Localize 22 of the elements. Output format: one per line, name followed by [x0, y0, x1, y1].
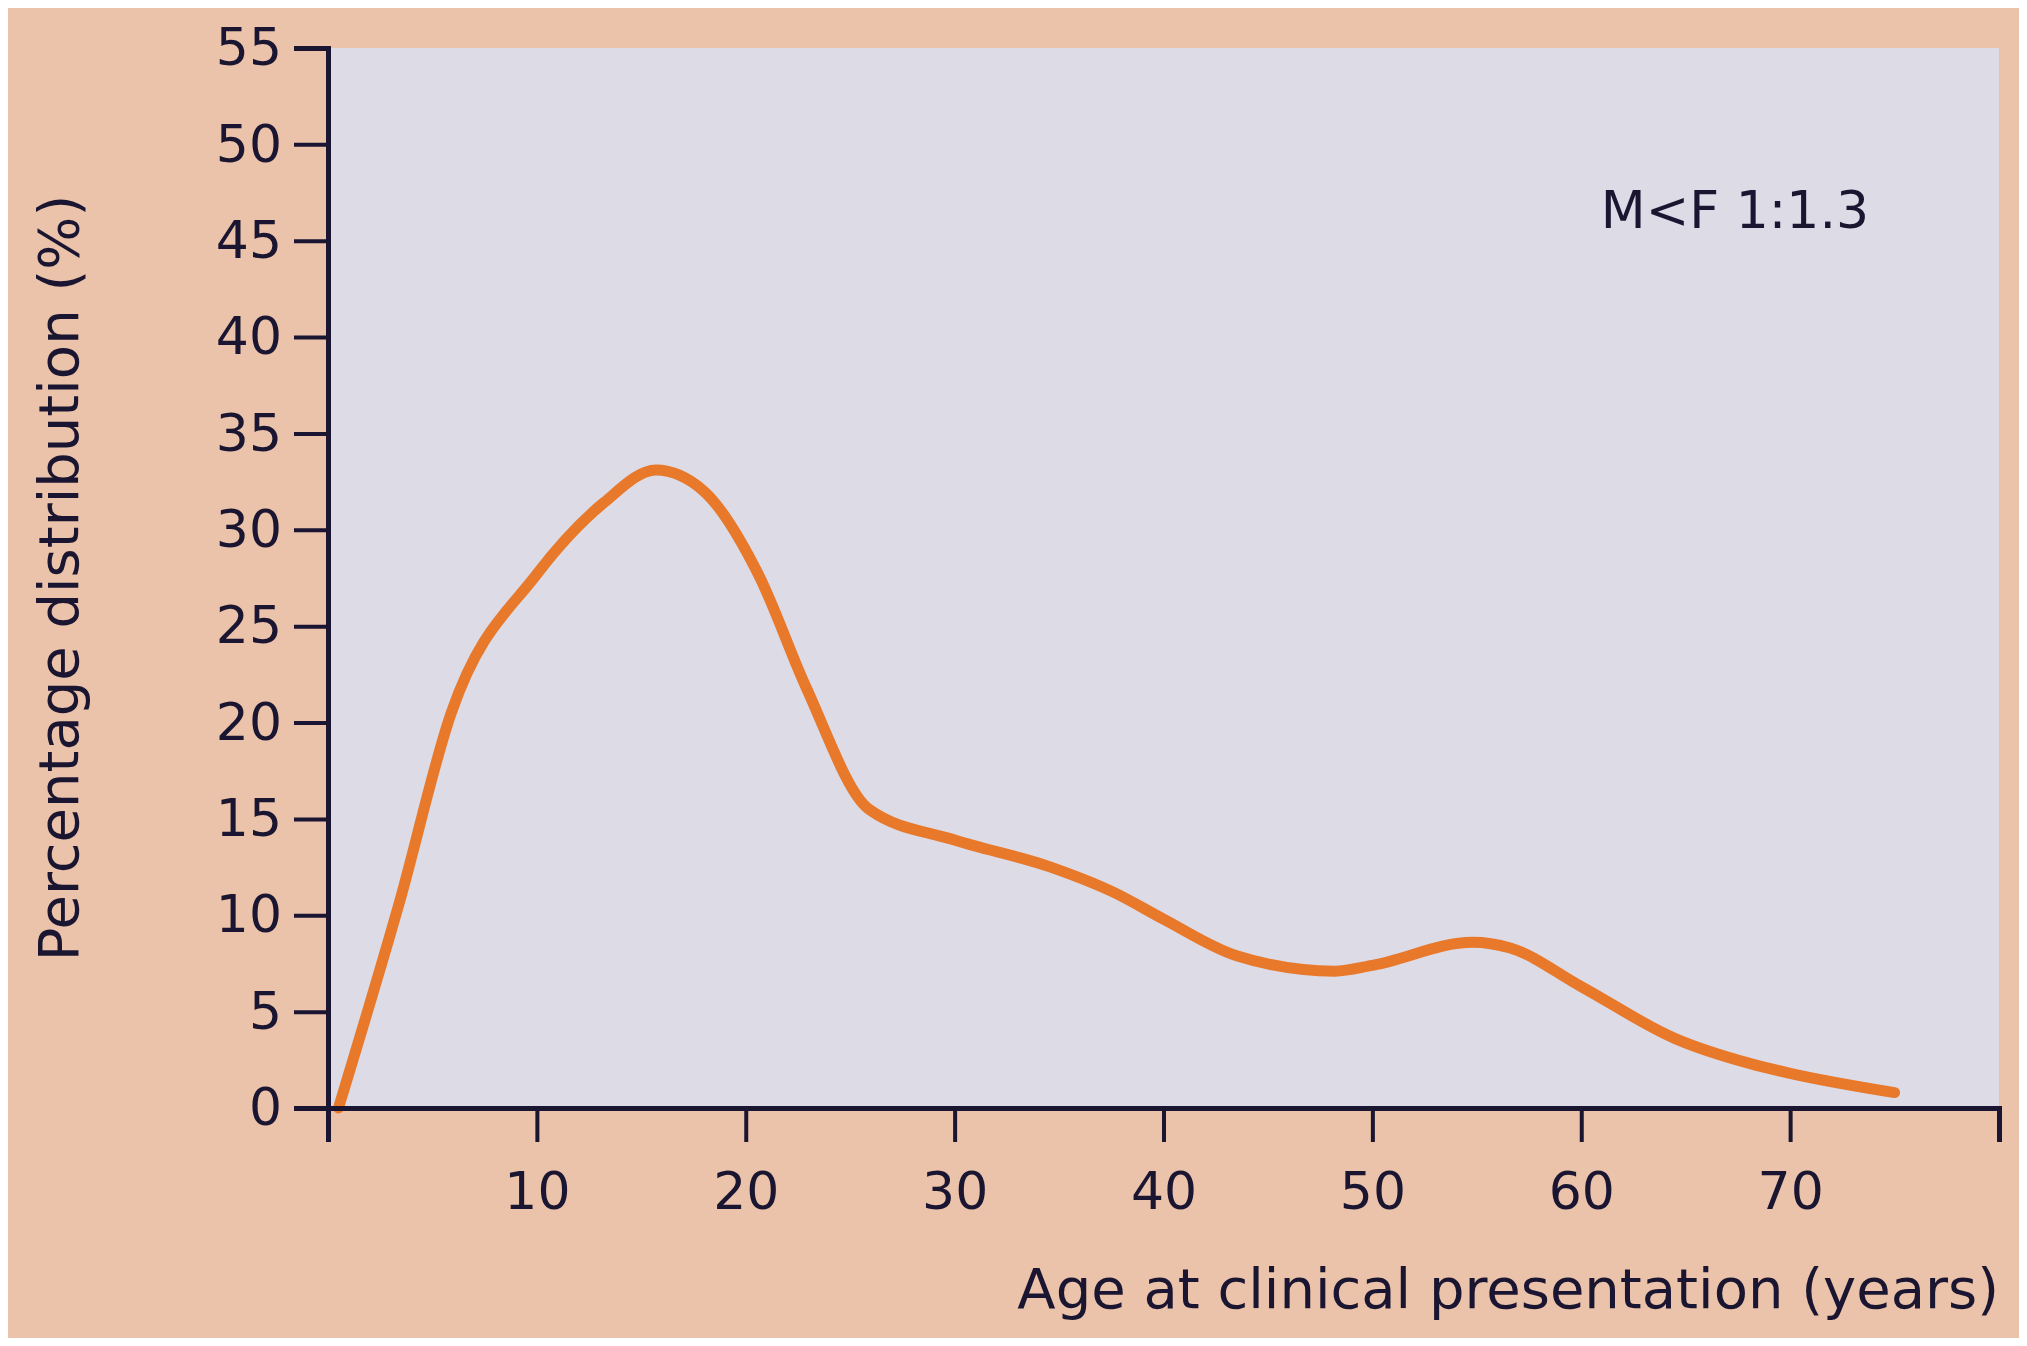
y-tick-label: 55: [215, 17, 282, 78]
x-tick-label: 50: [1339, 1160, 1406, 1221]
y-tick-label: 25: [215, 595, 282, 656]
annotation: M<F 1:1.3: [1600, 180, 1869, 240]
y-tick-label: 0: [248, 1077, 282, 1138]
y-tick-label: 5: [248, 980, 282, 1041]
x-tick-label: 10: [504, 1160, 571, 1221]
y-tick-label: 20: [215, 691, 282, 752]
y-tick-label: 50: [215, 113, 282, 174]
x-tick-label: 20: [713, 1160, 780, 1221]
x-tick-label: 70: [1757, 1160, 1824, 1221]
x-tick-label: 60: [1548, 1160, 1615, 1221]
x-tick-label: 40: [1130, 1160, 1198, 1221]
y-tick-label: 15: [215, 788, 282, 849]
y-tick-label: 35: [215, 402, 282, 463]
y-axis-title: Percentage distribution (%): [26, 194, 91, 962]
x-tick-label: 30: [922, 1160, 989, 1221]
y-tick-label: 45: [215, 209, 282, 270]
y-tick-label: 30: [215, 498, 282, 559]
x-axis-title: Age at clinical presentation (years): [1017, 1256, 1999, 1321]
y-tick-label: 40: [215, 306, 282, 367]
y-tick-label: 10: [215, 884, 282, 945]
